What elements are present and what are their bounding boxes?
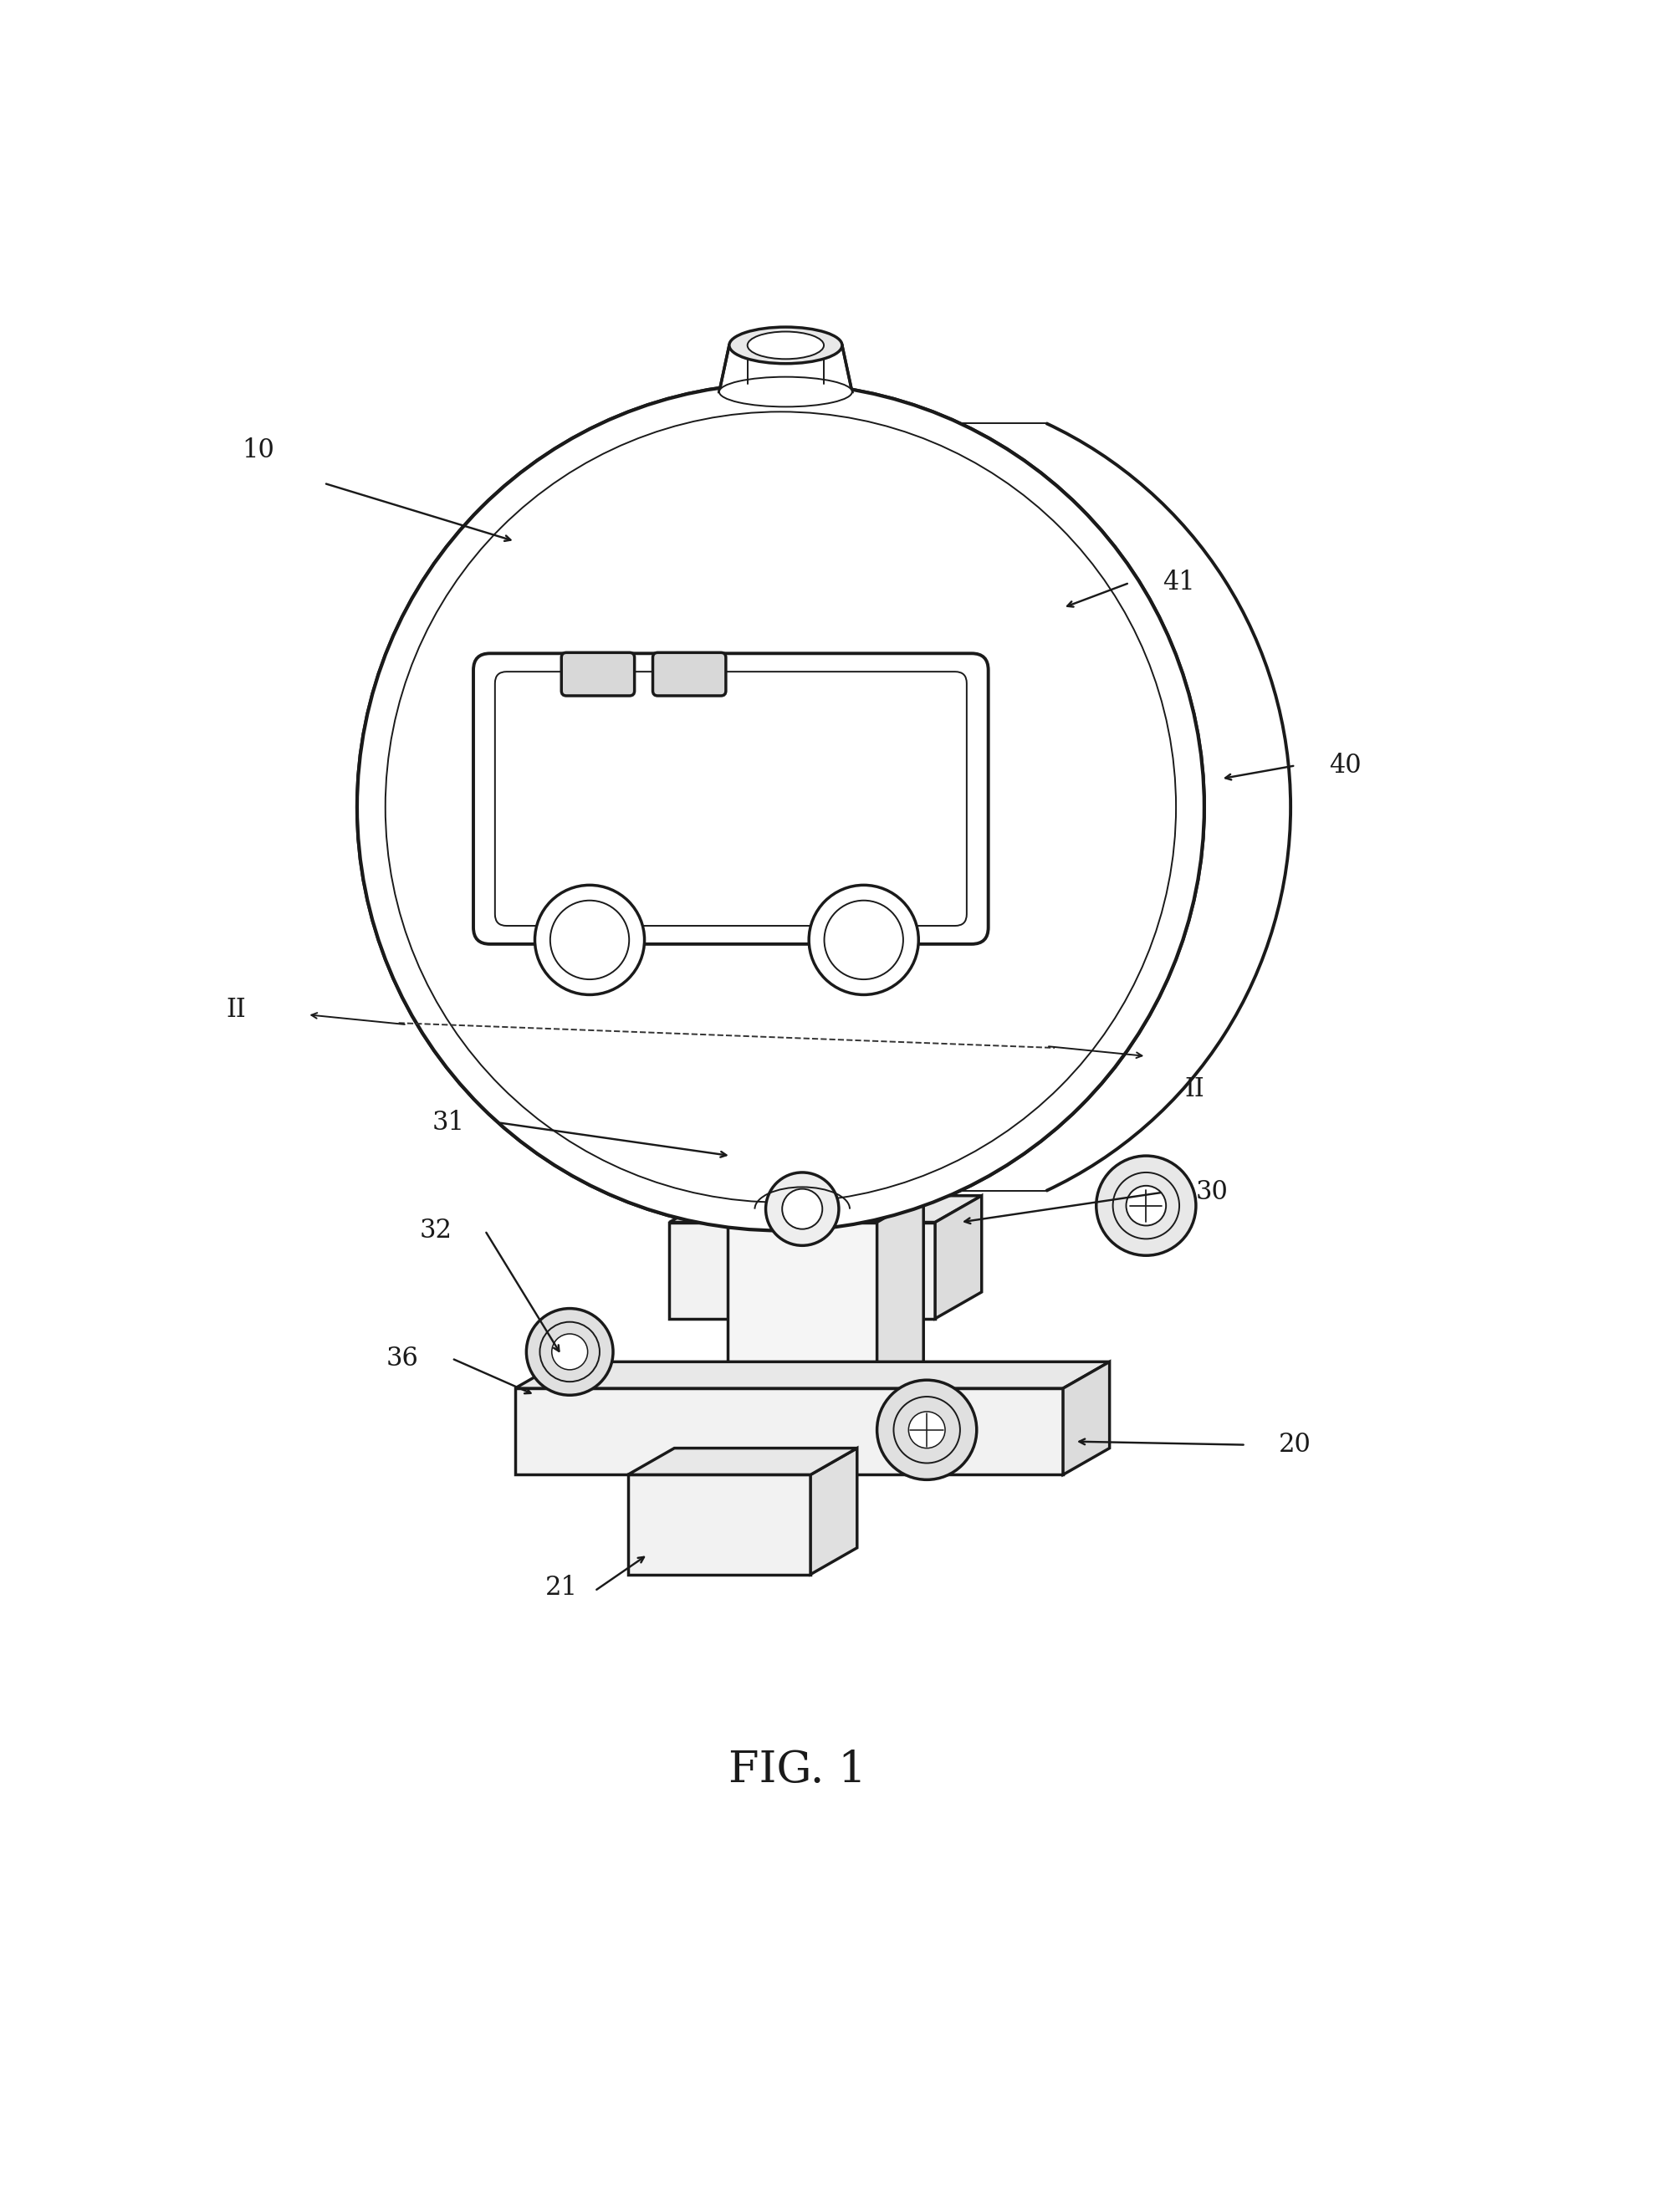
Ellipse shape: [747, 332, 824, 358]
Text: 40: 40: [1329, 752, 1360, 779]
Text: 31: 31: [432, 1110, 465, 1135]
Circle shape: [809, 885, 919, 995]
Ellipse shape: [719, 376, 852, 407]
Polygon shape: [1063, 1363, 1110, 1475]
Circle shape: [894, 1396, 960, 1462]
Circle shape: [550, 900, 630, 980]
Text: 10: 10: [241, 438, 274, 462]
Bar: [728, 1223, 877, 1389]
Circle shape: [551, 1334, 588, 1369]
Text: II: II: [226, 998, 246, 1022]
Text: 36: 36: [385, 1345, 419, 1371]
Text: 30: 30: [1196, 1179, 1229, 1206]
Polygon shape: [811, 1449, 857, 1575]
FancyBboxPatch shape: [561, 653, 635, 697]
FancyBboxPatch shape: [473, 653, 988, 945]
Polygon shape: [935, 1197, 982, 1318]
Bar: [515, 1389, 1063, 1475]
Bar: [669, 1223, 935, 1318]
Circle shape: [357, 383, 1204, 1230]
Circle shape: [357, 383, 1204, 1230]
Polygon shape: [628, 1449, 857, 1475]
Text: 21: 21: [545, 1575, 578, 1599]
Polygon shape: [669, 1197, 982, 1223]
Polygon shape: [515, 1363, 1110, 1389]
Circle shape: [766, 1172, 839, 1245]
Text: 32: 32: [419, 1217, 452, 1243]
Text: 20: 20: [1279, 1431, 1312, 1458]
Circle shape: [1113, 1172, 1179, 1239]
Circle shape: [909, 1411, 945, 1449]
Text: FIG. 1: FIG. 1: [728, 1750, 867, 1792]
Ellipse shape: [729, 327, 842, 363]
Polygon shape: [719, 345, 852, 392]
Bar: [628, 1475, 811, 1575]
Circle shape: [877, 1380, 977, 1480]
Circle shape: [782, 1188, 822, 1230]
Circle shape: [535, 885, 644, 995]
Circle shape: [1096, 1157, 1196, 1256]
Circle shape: [527, 1310, 613, 1396]
Circle shape: [540, 1323, 600, 1382]
Polygon shape: [877, 1197, 924, 1389]
Circle shape: [824, 900, 904, 980]
Text: II: II: [1184, 1077, 1204, 1102]
FancyBboxPatch shape: [653, 653, 726, 697]
FancyBboxPatch shape: [495, 672, 967, 927]
Text: 41: 41: [1163, 571, 1196, 595]
Circle shape: [1126, 1186, 1166, 1225]
